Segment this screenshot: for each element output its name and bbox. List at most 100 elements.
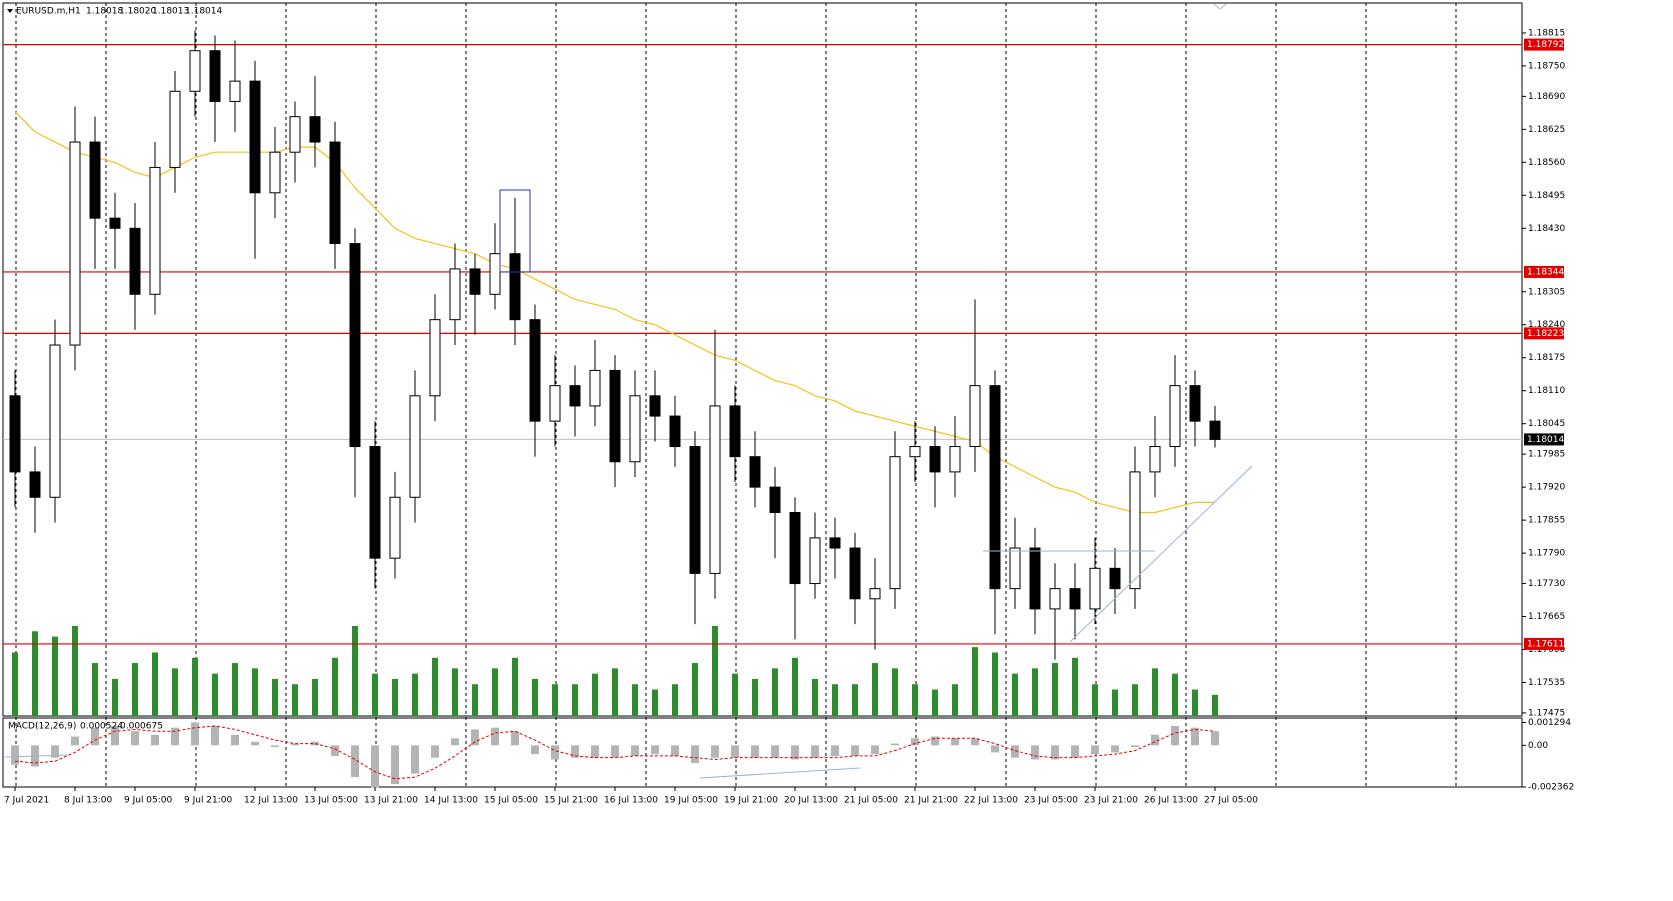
volume-bar	[452, 668, 458, 716]
candle-body	[109, 217, 121, 229]
x-tick-label: 15 Jul 21:00	[544, 796, 598, 806]
macd-bar	[1011, 745, 1019, 758]
macd-bar	[91, 727, 99, 746]
candle-body	[69, 141, 81, 346]
volume-bar	[272, 678, 278, 716]
candle-body	[609, 369, 621, 463]
volume-bar	[472, 684, 478, 716]
candle-body	[369, 446, 381, 559]
candle-body	[829, 537, 841, 549]
y-tick-label: 1.17665	[1528, 612, 1565, 622]
y-tick-label: 1.17855	[1528, 516, 1565, 526]
candle-body	[429, 319, 441, 397]
candle-body	[1089, 567, 1101, 610]
volume-bar	[1132, 684, 1138, 716]
x-tick-label: 12 Jul 13:00	[244, 796, 298, 806]
macd-bar	[911, 738, 919, 746]
candle-body	[949, 446, 961, 473]
macd-label: MACD(12,26,9)	[8, 722, 76, 732]
candle-body	[1009, 547, 1021, 590]
candle-body	[1189, 385, 1201, 422]
plot	[3, 30, 1522, 788]
symbol: EURUSD.m,H1	[16, 7, 81, 17]
macd-bar	[731, 745, 739, 758]
volume-bar	[372, 673, 378, 716]
shift-marker	[1213, 3, 1227, 10]
candle-body	[869, 588, 881, 600]
candle-body	[669, 415, 681, 448]
x-tick-label: 9 Jul 05:00	[124, 796, 173, 806]
candle-body	[1049, 588, 1061, 610]
candle-body	[989, 385, 1001, 590]
candle-body	[329, 141, 341, 245]
volume-bar	[432, 657, 438, 716]
macd-bar	[811, 745, 819, 758]
volume-bar	[1092, 684, 1098, 716]
ohlc-value: 1.18014	[185, 7, 222, 17]
candle-body	[709, 405, 721, 574]
y-tick-label: 1.17600	[1528, 645, 1565, 655]
volume-bar	[1152, 668, 1158, 716]
volume-bar	[252, 668, 258, 716]
x-tick-label: 22 Jul 13:00	[964, 796, 1018, 806]
x-tick-label: 15 Jul 05:00	[484, 796, 538, 806]
candle-body	[209, 50, 221, 102]
macd-value: 0.000675	[120, 722, 163, 732]
volume-bar	[412, 673, 418, 716]
macd-bar	[891, 743, 899, 746]
ohlc-value: 1.18018	[86, 7, 123, 17]
y-tick-label: 1.18690	[1528, 92, 1565, 102]
candle-body	[309, 116, 321, 143]
volume-bar	[232, 663, 238, 716]
candle-body	[29, 471, 41, 498]
macd-value: 0.000524	[80, 722, 123, 732]
macd-signal	[14, 725, 1216, 780]
macd-bar	[551, 745, 559, 760]
x-tick-label: 7 Jul 2021	[4, 796, 49, 806]
macd-bar	[51, 745, 59, 758]
current-price-label: 1.18014	[1527, 435, 1564, 445]
y-tick-label: 1.17985	[1528, 450, 1565, 460]
candle-body	[749, 456, 761, 488]
candle-body	[729, 405, 741, 458]
macd-bar	[671, 745, 679, 756]
candle-body	[9, 395, 21, 473]
candle-body	[469, 268, 481, 295]
volume-bar	[292, 684, 298, 716]
x-tick-label: 19 Jul 05:00	[664, 796, 718, 806]
macd-bar	[991, 745, 999, 753]
y-tick-label: 1.18625	[1528, 125, 1565, 135]
macd-bar	[351, 745, 359, 778]
y-tick-label: 1.17475	[1528, 708, 1565, 718]
y-tick-label: 1.17535	[1528, 678, 1565, 688]
y-tick-label: 1.18305	[1528, 287, 1565, 297]
macd-bar	[711, 745, 719, 758]
candle-body	[1129, 471, 1141, 590]
volume-bar	[12, 652, 18, 716]
moving-average	[14, 111, 1215, 514]
macd-bar	[191, 722, 199, 746]
volume-bar	[332, 657, 338, 716]
ohlc-value: 1.18013	[152, 7, 189, 17]
volume-bar	[1192, 689, 1198, 716]
macd-y-tick-label: 0.00	[1528, 741, 1548, 751]
candle-body	[1109, 567, 1121, 590]
candle-body	[289, 116, 301, 153]
macd-bar	[1111, 745, 1119, 753]
candle-body	[449, 268, 461, 321]
macd-bar	[1131, 745, 1139, 748]
y-tick-label: 1.17920	[1528, 483, 1565, 493]
candle-body	[349, 243, 361, 448]
candle-body	[489, 253, 501, 295]
volume-bar	[772, 668, 778, 716]
macd-bar	[951, 738, 959, 746]
macd-bar	[131, 731, 139, 746]
level-label: 1.18223	[1527, 329, 1564, 339]
macd-bar	[1031, 745, 1039, 760]
volume-bar	[1112, 689, 1118, 716]
candle-body	[929, 446, 941, 473]
x-tick-label: 9 Jul 21:00	[184, 796, 233, 806]
menu-arrow[interactable]	[7, 9, 13, 13]
level-label: 1.17611	[1527, 639, 1564, 649]
